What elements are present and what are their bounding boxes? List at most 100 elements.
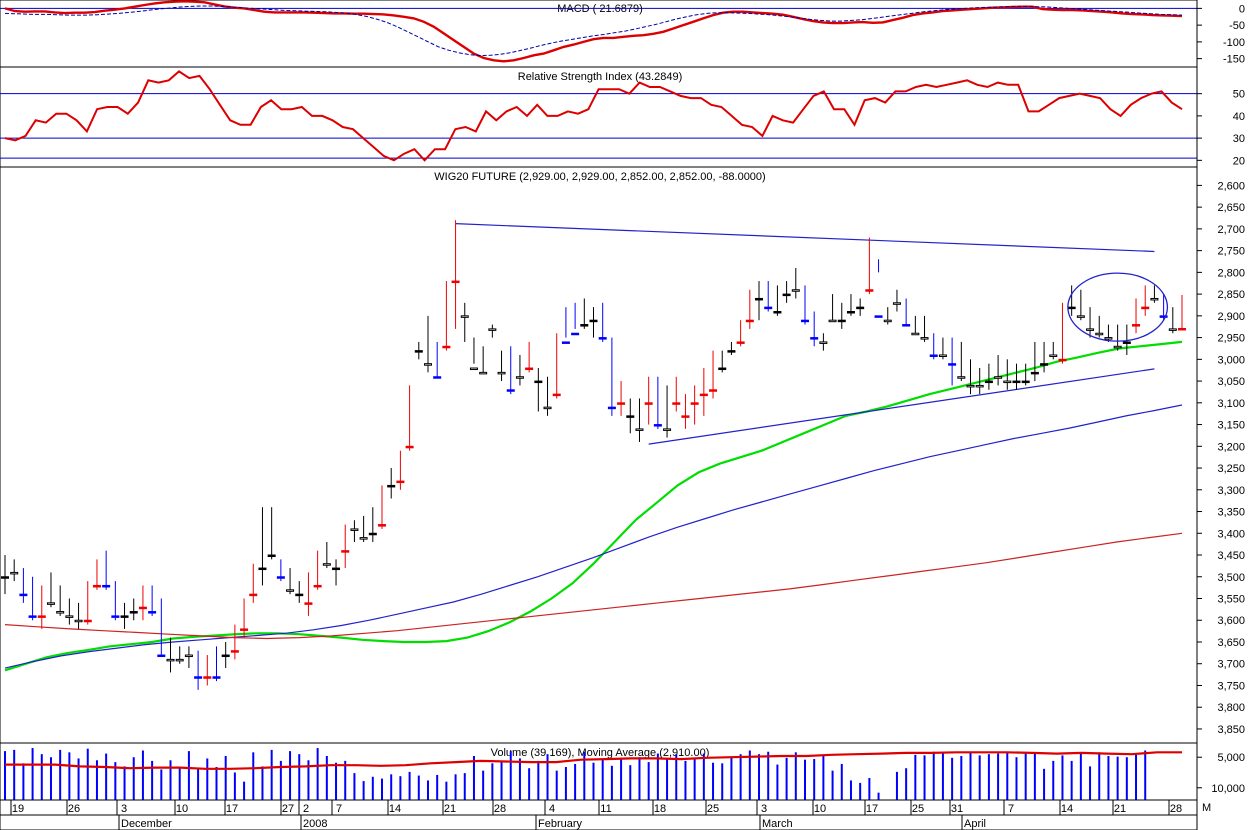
x-day-label: 14: [389, 803, 401, 815]
price-ma_mid-line: [4, 404, 1183, 669]
x-day-label: 25: [707, 803, 719, 815]
candlestick: [469, 337, 478, 371]
macd-title: MACD ( 21.6879): [557, 3, 643, 15]
candlestick: [506, 346, 515, 395]
candlestick: [350, 520, 359, 542]
x-day-label: 17: [866, 803, 878, 815]
candlestick: [782, 281, 791, 303]
x-day-label: 14: [1061, 803, 1073, 815]
candlestick: [111, 581, 120, 621]
candlestick: [442, 281, 451, 351]
price-panel: WIG20 FUTURE (2,929.00, 2,929.00, 2,852.…: [0, 166, 1245, 744]
price-trendline: [648, 368, 1155, 445]
x-day-label: 3: [761, 803, 767, 815]
candlestick: [267, 507, 276, 560]
candlestick: [911, 315, 920, 336]
price-y-tick-label: 3,150: [1217, 420, 1245, 432]
candlestick: [681, 394, 690, 429]
x-day-label: 3: [121, 803, 127, 815]
price-y-tick-label: 3,400: [1217, 528, 1245, 540]
x-day-label: 18: [654, 803, 666, 815]
candlestick: [883, 307, 892, 325]
candlestick: [672, 376, 681, 412]
candlestick: [1049, 341, 1058, 360]
macd-y-tick-label: -50: [1229, 20, 1245, 32]
price-ma_slow-line: [4, 532, 1183, 640]
candlestick: [387, 468, 396, 499]
x-day-label: 27: [282, 803, 294, 815]
candlestick: [240, 598, 249, 638]
candlestick: [957, 341, 966, 382]
candlestick: [28, 576, 37, 621]
price-y-tick-label: 2,950: [1217, 333, 1245, 345]
x-month-label: March: [762, 818, 793, 830]
candlestick: [92, 559, 101, 590]
volume-title: Volume (39,169), Moving Average (2,910.0…: [491, 747, 710, 759]
macd-y-tick-label: -100: [1223, 37, 1245, 49]
price-y-tick-label: 3,200: [1217, 441, 1245, 453]
candlestick: [736, 320, 745, 347]
candlestick: [966, 359, 975, 395]
candlestick: [617, 381, 626, 416]
candlestick: [74, 602, 83, 629]
price-y-tick-label: 3,100: [1217, 398, 1245, 410]
x-day-label: 19: [12, 803, 24, 815]
x-day-label: 7: [1008, 803, 1014, 815]
x-day-label: 10: [814, 803, 826, 815]
candlestick: [635, 398, 644, 442]
candlestick: [295, 581, 304, 603]
candlestick: [378, 485, 387, 529]
candlestick: [1150, 285, 1159, 303]
candlestick: [653, 376, 662, 429]
candlestick: [1104, 324, 1113, 342]
candlestick: [332, 559, 341, 586]
candlestick: [212, 646, 221, 682]
candlestick: [175, 646, 184, 664]
candlestick: [1, 555, 9, 595]
candlestick: [1113, 324, 1122, 351]
price-y-tick-label: 2,800: [1217, 267, 1245, 279]
candlestick: [194, 650, 203, 690]
rsi-y-tick-label: 50: [1233, 89, 1245, 101]
candlestick: [552, 333, 561, 399]
candlestick: [727, 341, 736, 355]
candlestick: [10, 559, 19, 582]
candlestick: [304, 572, 313, 616]
rsi-y-tick-label: 30: [1233, 133, 1245, 145]
candlestick: [791, 268, 800, 299]
price-y-tick-label: 3,500: [1217, 572, 1245, 584]
rsi-y-tick-label: 40: [1233, 111, 1245, 123]
candlestick: [773, 285, 782, 316]
candlestick: [1178, 294, 1186, 331]
candlestick: [1012, 363, 1021, 390]
candlestick: [451, 220, 460, 329]
x-day-label: 21: [1114, 803, 1126, 815]
price-y-tick-label: 3,000: [1217, 354, 1245, 366]
candlestick: [543, 376, 552, 416]
candlestick: [561, 307, 570, 344]
candlestick: [755, 281, 764, 321]
candlestick: [1003, 359, 1012, 390]
candlestick: [313, 550, 322, 590]
candlestick: [65, 598, 74, 625]
price-y-tick-label: 2,900: [1217, 311, 1245, 323]
x-day-label: 2: [303, 803, 309, 815]
candlestick: [460, 302, 469, 342]
candlestick: [221, 641, 230, 669]
candlestick: [19, 568, 28, 603]
candlestick: [1076, 289, 1085, 321]
x-day-label: 28: [1170, 803, 1182, 815]
macd-y-tick-label: -150: [1223, 54, 1245, 66]
x-day-label: 26: [68, 803, 80, 815]
price-y-tick-label: 3,600: [1217, 615, 1245, 627]
price-y-tick-label: 3,350: [1217, 507, 1245, 519]
candlestick: [157, 598, 166, 658]
price-y-tick-label: 3,700: [1217, 659, 1245, 671]
x-day-label: 4: [549, 803, 555, 815]
candlestick: [56, 585, 65, 616]
price-y-tick-label: 3,450: [1217, 550, 1245, 562]
candlestick: [709, 350, 718, 399]
x-day-label: 21: [444, 803, 456, 815]
candlestick: [948, 337, 957, 386]
candlestick: [276, 559, 285, 582]
